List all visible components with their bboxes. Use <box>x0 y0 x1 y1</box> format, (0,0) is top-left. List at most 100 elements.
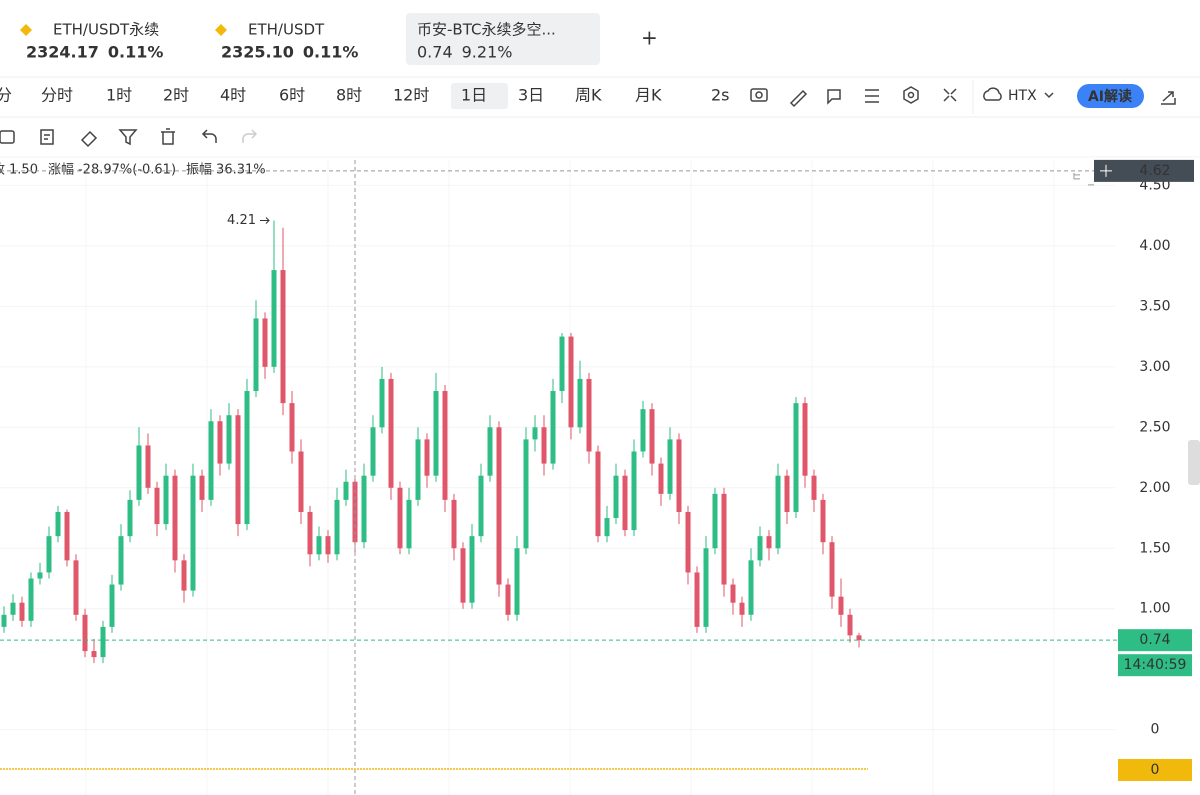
tab-change: 0.11% <box>108 43 164 62</box>
candle-body <box>460 548 466 603</box>
candle-body <box>685 511 691 573</box>
active-tab-bg <box>406 13 600 65</box>
period[interactable]: 3日 <box>518 86 544 105</box>
period[interactable]: 月K <box>635 86 662 105</box>
tab-name[interactable]: ETH/USDT永续 <box>53 21 159 39</box>
period[interactable]: 周K <box>575 86 602 105</box>
y-tick-label: 0 <box>1151 722 1160 738</box>
active-period-bg <box>451 83 508 109</box>
candle-body <box>298 451 304 512</box>
period[interactable]: 4时 <box>220 86 246 105</box>
tab-change: 9.21% <box>462 43 513 62</box>
candle-body <box>181 560 187 591</box>
candle-body <box>802 403 808 476</box>
candle-body <box>271 270 277 367</box>
legend-label: 涨幅 <box>48 163 74 178</box>
candle-body <box>289 403 295 452</box>
candle-body <box>649 409 655 464</box>
candle-body <box>307 511 313 555</box>
tab-price: 0.74 <box>417 43 453 62</box>
candle-body <box>10 602 16 615</box>
period[interactable]: 12时 <box>393 86 429 105</box>
tab-change: 0.11% <box>303 43 359 62</box>
candle-body <box>496 427 502 585</box>
candle-body <box>856 635 862 641</box>
candle-body <box>478 475 484 537</box>
crosshair-price: 4.62 <box>1139 163 1170 179</box>
candle-body <box>91 651 97 658</box>
expand-icon <box>1073 172 1094 186</box>
candle-body <box>415 439 421 500</box>
coin-icon <box>215 24 227 36</box>
candle-body <box>55 511 61 537</box>
period[interactable]: 1日 <box>461 86 487 105</box>
tab-name[interactable]: ETH/USDT <box>248 21 325 39</box>
candle-body <box>100 626 106 658</box>
ai-label: AI解读 <box>1088 88 1132 105</box>
candle-body <box>487 427 493 476</box>
candle-body <box>316 536 322 555</box>
tab-price: 2325.10 <box>221 43 294 62</box>
candle-body <box>820 499 826 543</box>
exchange[interactable]: HTX <box>1008 88 1037 104</box>
candle-body <box>514 548 520 615</box>
max-label: 4.21 <box>227 213 256 228</box>
candle-body <box>253 318 259 392</box>
candle-body <box>154 487 160 525</box>
period[interactable]: 6时 <box>279 86 305 105</box>
add-tab[interactable]: + <box>641 26 658 50</box>
candle-body <box>793 403 799 512</box>
candle-body <box>208 421 214 500</box>
candle-body <box>82 614 88 652</box>
candle-body <box>757 536 763 561</box>
period[interactable]: 分时 <box>41 86 73 105</box>
candle-body <box>370 427 376 476</box>
candle-body <box>577 378 583 428</box>
countdown: 14:40:59 <box>1124 657 1187 673</box>
candle-body <box>325 536 331 555</box>
candle-body <box>532 427 538 440</box>
candle-body <box>343 481 349 500</box>
plot <box>0 160 1115 795</box>
legend-label: 收 <box>0 163 5 178</box>
y-tick-label: 1.50 <box>1139 540 1170 556</box>
candle-body <box>469 536 475 603</box>
period[interactable]: 1时 <box>106 86 132 105</box>
y-tick-label: 1.00 <box>1139 601 1170 617</box>
candle-body <box>145 445 151 488</box>
candle-body <box>226 415 232 464</box>
y-tick-label: 2.50 <box>1139 419 1170 435</box>
candle-body <box>838 596 844 615</box>
candle-body <box>667 439 673 494</box>
period[interactable]: 分 <box>0 86 12 105</box>
candle-body <box>568 336 574 428</box>
period[interactable]: 8时 <box>336 86 362 105</box>
crosshair-plus <box>1100 164 1112 177</box>
candle-body <box>199 475 205 500</box>
max-arrow <box>260 217 270 224</box>
candle-body <box>46 536 52 573</box>
candle-body <box>136 445 142 500</box>
period[interactable]: 2s <box>711 86 730 105</box>
tool-icons[interactable] <box>750 80 1176 114</box>
last-price: 0.74 <box>1139 632 1170 648</box>
tab-name[interactable]: 币安-BTC永续多空... <box>417 21 556 39</box>
candle-body <box>163 475 169 525</box>
candle-body <box>811 475 817 500</box>
tab-price: 2324.17 <box>26 43 99 62</box>
candle-body <box>334 499 340 555</box>
candle-body <box>73 560 79 615</box>
candle-body <box>829 542 835 597</box>
candle-body <box>676 439 682 512</box>
period[interactable]: 2时 <box>163 86 189 105</box>
candle-body <box>1 614 7 627</box>
draw-tools[interactable] <box>0 128 258 148</box>
candle-body <box>739 602 745 615</box>
candle-body <box>127 499 133 537</box>
candle-body <box>280 270 286 404</box>
side-handle[interactable] <box>1188 440 1200 485</box>
candle-body <box>451 499 457 549</box>
legend-value: 36.31% <box>216 163 266 178</box>
candle-body <box>586 378 592 452</box>
ai-button[interactable] <box>1077 84 1144 108</box>
